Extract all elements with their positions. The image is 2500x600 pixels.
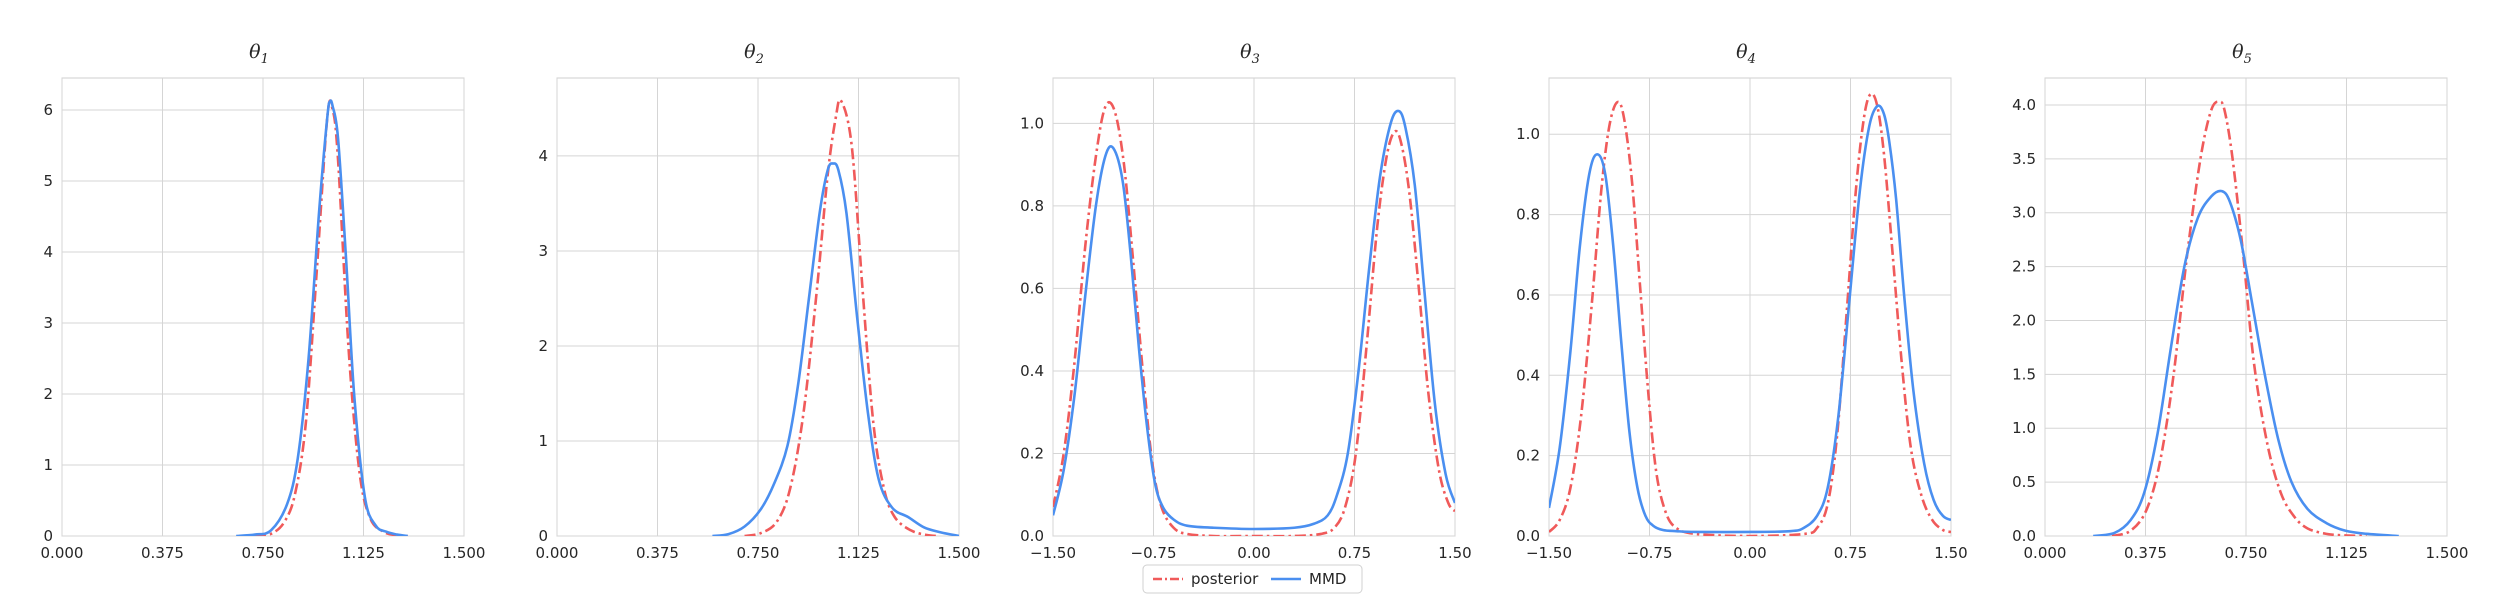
legend-box [1142,564,1363,594]
x-tick-label: −0.75 [1131,544,1177,562]
panel-theta-3: −1.50 −0.75 0.00 0.75 1.50 0.0 0.2 0.4 0.6 0.8 1.0… [1020,41,1472,562]
y-tick-label: 4.0 [2012,96,2036,114]
y-tick-label: 1 [538,432,548,450]
panel-title: θ5 [2232,41,2252,67]
y-tick-label: 2 [538,337,548,355]
y-tick-label: 3 [538,242,548,260]
y-tick-label: 3.0 [2012,204,2036,222]
y-tick-label: 1.0 [1516,125,1540,143]
x-tick-label: −1.50 [1526,544,1572,562]
y-tick-label: 4 [538,147,548,165]
y-tick-label: 2.0 [2012,311,2036,329]
x-tick-label: 1.50 [1934,544,1967,562]
y-tick-label: 0.8 [1020,197,1044,215]
legend-label-posterior: posterior [1191,570,1259,588]
y-tick-label: 1.5 [2012,365,2036,383]
series-line-posterior [744,98,938,536]
legend-label-mmd: MMD [1309,570,1346,588]
panel-theta-1: 0.000 0.375 0.750 1.125 1.500 0 1 2 3 4 5 6 θ1 [41,41,486,562]
series-line-mmd [1053,109,1455,531]
y-tick-label: 0.8 [1516,206,1540,224]
y-tick-label: 0.2 [1020,444,1044,462]
y-tick-label: 0.0 [1020,527,1044,545]
y-tick-label: 0 [43,527,53,545]
x-tick-label: −0.75 [1627,544,1673,562]
x-tick-label: 0.75 [1338,544,1371,562]
y-tick-label: 1 [43,456,53,474]
x-tick-label: 0.750 [737,544,780,562]
x-tick-label: 0.00 [1733,544,1766,562]
series-line-posterior [1053,101,1455,536]
y-tick-label: 1.0 [2012,419,2036,437]
x-tick-label: 0.000 [2024,544,2067,562]
series-line-mmd [1549,104,1951,534]
y-tick-label: 5 [43,172,53,190]
x-tick-label: 1.50 [1438,544,1471,562]
panel-title: θ2 [744,41,764,67]
x-tick-label: 1.500 [443,544,486,562]
y-tick-label: 0.4 [1020,362,1044,380]
panel-title: θ3 [1240,41,1260,67]
panel-theta-5: 0.000 0.375 0.750 1.125 1.500 0.0 0.5 1.0 1.5 2.0… [2012,41,2468,562]
panel-theta-2: 0.000 0.375 0.750 1.125 1.500 0 1 2 3 4 θ2 [536,41,981,562]
series-line-mmd [236,99,408,536]
y-tick-label: 0.2 [1516,447,1540,465]
x-tick-label: −1.50 [1030,544,1076,562]
x-tick-label: 1.500 [2426,544,2469,562]
x-tick-label: 0.000 [536,544,579,562]
y-tick-label: 3.5 [2012,150,2036,168]
chart-legend: posterior MMD [1142,564,1363,594]
y-tick-label: 0.4 [1516,366,1540,384]
y-tick-label: 1.0 [1020,114,1044,132]
x-tick-label: 0.375 [2124,544,2167,562]
y-tick-label: 0 [538,527,548,545]
x-tick-label: 0.750 [242,544,285,562]
x-tick-label: 0.750 [2225,544,2268,562]
x-tick-label: 1.125 [837,544,880,562]
y-tick-label: 0.0 [2012,527,2036,545]
x-tick-label: 1.125 [2325,544,2368,562]
series-line-mmd [712,162,959,536]
y-tick-label: 2.5 [2012,258,2036,276]
y-tick-label: 0.6 [1516,286,1540,304]
x-tick-label: 0.375 [141,544,184,562]
x-tick-label: 1.500 [938,544,981,562]
x-tick-label: 0.000 [41,544,84,562]
panel-title: θ1 [249,41,269,67]
y-tick-label: 6 [43,101,53,119]
x-tick-label: 0.375 [636,544,679,562]
y-tick-label: 0.6 [1020,279,1044,297]
x-tick-label: 0.00 [1237,544,1270,562]
panel-title: θ4 [1736,41,1756,67]
y-tick-label: 4 [43,243,53,261]
y-tick-label: 0.0 [1516,527,1540,545]
series-line-posterior [2111,100,2367,536]
y-tick-label: 3 [43,314,53,332]
x-tick-label: 0.75 [1834,544,1867,562]
series-line-mmd [2093,189,2399,536]
panel-theta-4: −1.50 −0.75 0.00 0.75 1.50 0.0 0.2 0.4 0.6 0.8 1.0… [1516,41,1968,562]
y-tick-label: 0.5 [2012,473,2036,491]
y-tick-label: 2 [43,385,53,403]
x-tick-label: 1.125 [342,544,385,562]
